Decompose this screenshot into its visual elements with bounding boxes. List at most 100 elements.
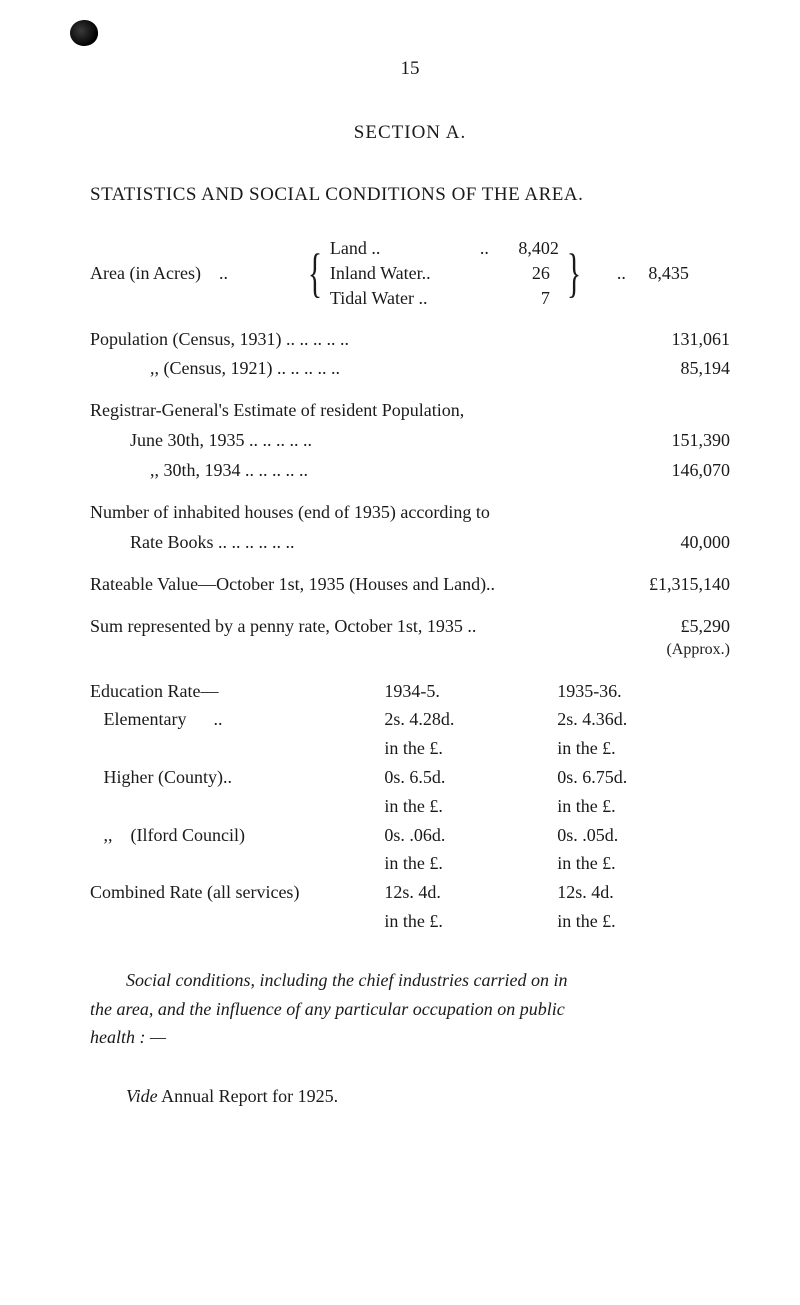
- stat-value: 151,390: [620, 427, 730, 455]
- vide-rest: Annual Report for 1925.: [158, 1086, 338, 1106]
- population-1931: Population (Census, 1931) .. .. .. .. ..…: [90, 326, 730, 354]
- area-item-dots: ..: [480, 236, 489, 261]
- rates-row: Combined Rate (all services) 12s. 4d. 12…: [90, 878, 730, 907]
- area-sublines: Land .. .. 8,402 Inland Water.. 26 Tidal…: [330, 236, 559, 312]
- stat-label: Sum represented by a penny rate, October…: [90, 613, 476, 641]
- rates-col1: Elementary ..: [90, 705, 384, 734]
- social-line-text: health : —: [90, 1027, 166, 1047]
- stat-label: June 30th, 1935 .. .. .. .. ..: [90, 427, 312, 455]
- houses-block: Number of inhabited houses (end of 1935)…: [90, 499, 730, 557]
- area-dots: ..: [219, 263, 228, 283]
- stat-label: ,, (Census, 1921) .. .. .. .. ..: [90, 355, 340, 383]
- rates-header: Education Rate— 1934-5. 1935-36.: [90, 677, 730, 706]
- social-line: Social conditions, including the chief i…: [90, 966, 730, 995]
- stat-label: Number of inhabited houses (end of 1935)…: [90, 499, 490, 527]
- stat-label: Rateable Value—October 1st, 1935 (Houses…: [90, 571, 495, 599]
- area-item-label: Land ..: [330, 236, 480, 261]
- stat-value: 146,070: [620, 457, 730, 485]
- rates-col3: 0s. .05d.: [557, 821, 730, 850]
- section-title: SECTION A.: [90, 122, 730, 144]
- rates-row: ,, (Ilford Council) 0s. .06d. 0s. .05d.: [90, 821, 730, 850]
- rateable-block: Rateable Value—October 1st, 1935 (Houses…: [90, 571, 730, 599]
- area-total-value: 8,435: [648, 263, 689, 283]
- rates-row: in the £. in the £.: [90, 907, 730, 936]
- rates-col2: 12s. 4d.: [384, 878, 557, 907]
- area-item-value: 26: [480, 261, 550, 286]
- area-item-tidal: Tidal Water .. 7: [330, 286, 559, 311]
- rates-col3: 12s. 4d.: [557, 878, 730, 907]
- registrar-1935: June 30th, 1935 .. .. .. .. .. 151,390: [90, 427, 730, 455]
- stat-value: 85,194: [620, 355, 730, 383]
- houses-row: Rate Books .. .. .. .. .. .. 40,000: [90, 529, 730, 557]
- registrar-block: Registrar-General's Estimate of resident…: [90, 397, 730, 485]
- rates-col3: 1935-36.: [557, 677, 730, 706]
- rates-col1: [90, 849, 384, 878]
- stat-value: 40,000: [620, 529, 730, 557]
- left-brace-icon: {: [308, 249, 322, 298]
- rates-col3: in the £.: [557, 734, 730, 763]
- rates-col2: in the £.: [384, 792, 557, 821]
- population-block: Population (Census, 1931) .. .. .. .. ..…: [90, 326, 730, 384]
- rates-col2: 2s. 4.28d.: [384, 705, 557, 734]
- area-item-inland: Inland Water.. 26: [330, 261, 559, 286]
- vide-line: Vide Annual Report for 1925.: [90, 1086, 730, 1107]
- rates-col1: Education Rate—: [90, 677, 384, 706]
- stat-value: 131,061: [620, 326, 730, 354]
- rates-col1: [90, 792, 384, 821]
- rates-col3: 2s. 4.36d.: [557, 705, 730, 734]
- rates-col1: Combined Rate (all services): [90, 878, 384, 907]
- thumbprint-mark: [69, 19, 99, 47]
- social-paragraph: Social conditions, including the chief i…: [90, 966, 730, 1052]
- registrar-1934: ,, 30th, 1934 .. .. .. .. .. 146,070: [90, 457, 730, 485]
- rates-col3: in the £.: [557, 792, 730, 821]
- rates-col2: 1934-5.: [384, 677, 557, 706]
- rates-col2: in the £.: [384, 849, 557, 878]
- registrar-lead: Registrar-General's Estimate of resident…: [90, 397, 730, 425]
- rates-col2: in the £.: [384, 734, 557, 763]
- area-total-dots: ..: [617, 263, 626, 283]
- rates-table: Education Rate— 1934-5. 1935-36. Element…: [90, 677, 730, 936]
- vide-italic: Vide: [126, 1086, 158, 1106]
- penny-approx: (Approx.): [90, 641, 730, 659]
- right-brace-icon: }: [567, 249, 581, 298]
- rates-col3: 0s. 6.75d.: [557, 763, 730, 792]
- rates-row: Elementary .. 2s. 4.28d. 2s. 4.36d.: [90, 705, 730, 734]
- social-line: the area, and the influence of any parti…: [90, 995, 730, 1024]
- rateable-row: Rateable Value—October 1st, 1935 (Houses…: [90, 571, 730, 599]
- area-label: Area (in Acres) ..: [90, 263, 300, 284]
- page-number: 15: [90, 58, 730, 80]
- stat-label: Rate Books .. .. .. .. .. ..: [90, 529, 295, 557]
- stat-value: £1,315,140: [620, 571, 730, 599]
- rates-col3: in the £.: [557, 907, 730, 936]
- rates-col1: [90, 734, 384, 763]
- area-block: Area (in Acres) .. { Land .. .. 8,402 In…: [90, 236, 730, 312]
- rates-row: in the £. in the £.: [90, 734, 730, 763]
- rates-col1: ,, (Ilford Council): [90, 821, 384, 850]
- area-item-land: Land .. .. 8,402: [330, 236, 559, 261]
- stat-value: £5,290: [620, 613, 730, 641]
- area-label-text: Area (in Acres): [90, 263, 201, 283]
- rates-col3: in the £.: [557, 849, 730, 878]
- area-item-label: Inland Water..: [330, 261, 480, 286]
- stat-label: ,, 30th, 1934 .. .. .. .. ..: [90, 457, 308, 485]
- population-1921: ,, (Census, 1921) .. .. .. .. .. 85,194: [90, 355, 730, 383]
- rates-col2: 0s. .06d.: [384, 821, 557, 850]
- statistics-heading: STATISTICS AND SOCIAL CONDITIONS OF THE …: [90, 184, 730, 206]
- stat-label: Registrar-General's Estimate of resident…: [90, 397, 464, 425]
- rates-col2: in the £.: [384, 907, 557, 936]
- rates-row: in the £. in the £.: [90, 849, 730, 878]
- rates-col1: Higher (County)..: [90, 763, 384, 792]
- penny-row: Sum represented by a penny rate, October…: [90, 613, 730, 641]
- rates-col1: [90, 907, 384, 936]
- stat-label: Population (Census, 1931) .. .. .. .. ..: [90, 326, 349, 354]
- penny-block: Sum represented by a penny rate, October…: [90, 613, 730, 659]
- rates-col2: 0s. 6.5d.: [384, 763, 557, 792]
- area-item-value: 7: [480, 286, 550, 311]
- area-item-value: 8,402: [489, 236, 559, 261]
- area-item-label: Tidal Water ..: [330, 286, 480, 311]
- rates-row: in the £. in the £.: [90, 792, 730, 821]
- houses-lead: Number of inhabited houses (end of 1935)…: [90, 499, 730, 527]
- page: 15 SECTION A. STATISTICS AND SOCIAL COND…: [0, 0, 800, 1167]
- area-total: .. 8,435: [617, 263, 689, 284]
- social-line: health : —: [90, 1023, 730, 1052]
